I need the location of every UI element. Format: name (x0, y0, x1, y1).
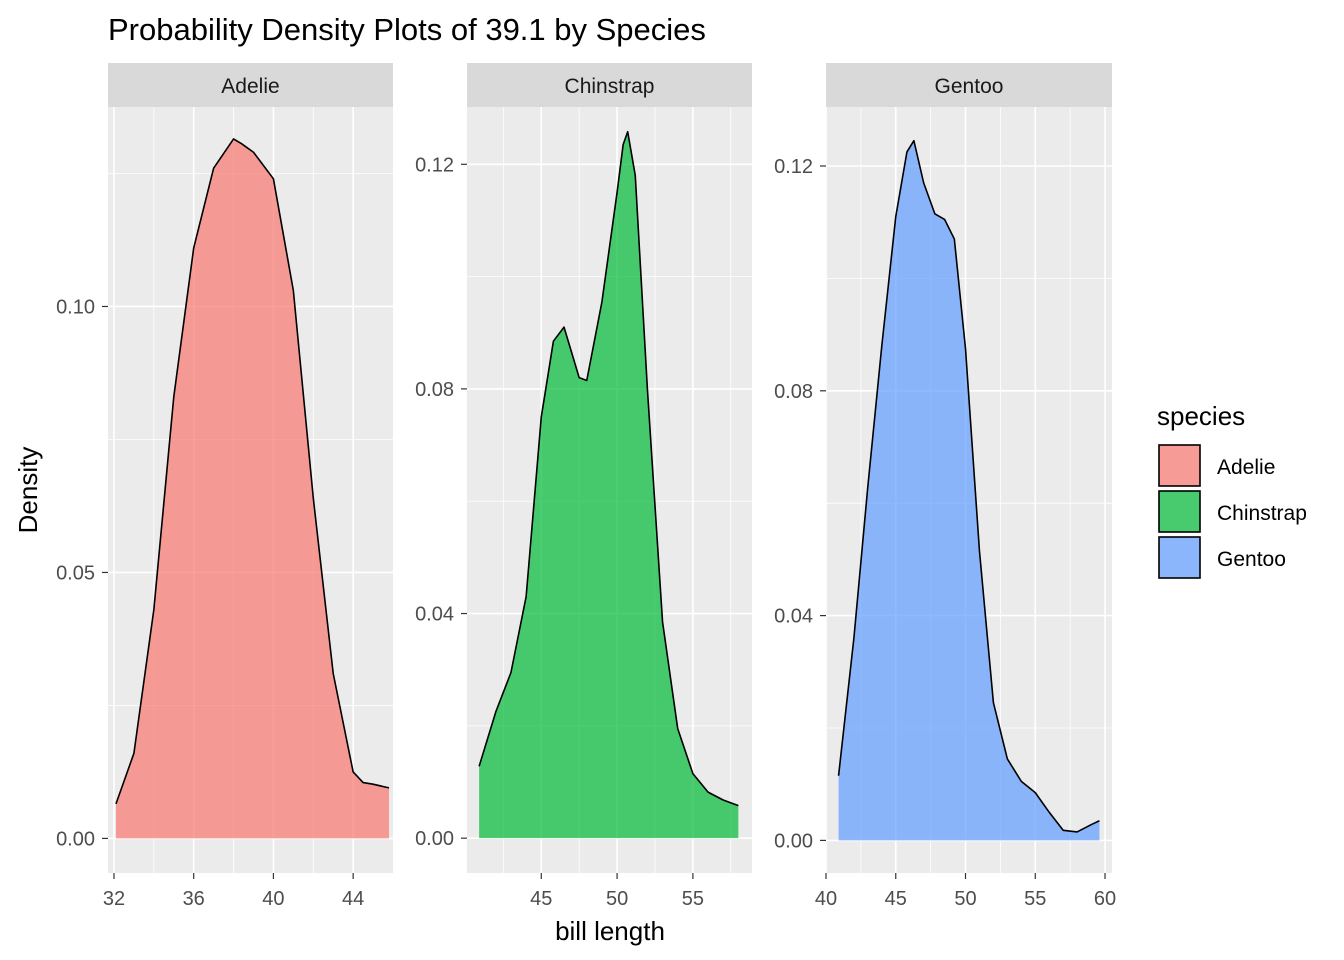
x-tick-label: 45 (530, 888, 552, 910)
x-tick-label: 32 (103, 888, 125, 910)
facet-strip (108, 63, 393, 107)
y-tick-label: 0.00 (774, 830, 813, 852)
x-tick-label: 40 (815, 888, 837, 910)
x-tick-label: 36 (183, 888, 205, 910)
x-tick-label: 50 (606, 888, 628, 910)
density-outline-adelie (115, 138, 390, 805)
facet-strip-label: Adelie (221, 75, 279, 98)
x-tick-label: 55 (1024, 888, 1046, 910)
y-tick-label: 0.04 (774, 606, 813, 628)
density-outline-chinstrap (478, 130, 739, 807)
facet-strip (467, 63, 752, 107)
y-tick-label: 0.00 (415, 828, 454, 850)
legend-title: species (1157, 401, 1245, 431)
x-tick-label: 40 (262, 888, 284, 910)
y-axis-title: Density (13, 447, 43, 534)
legend: species Adelie Chinstrap Gentoo (1157, 401, 1307, 579)
legend-label-gentoo: Gentoo (1217, 548, 1286, 571)
y-tick-label: 0.05 (56, 562, 95, 584)
x-tick-label: 55 (682, 888, 704, 910)
legend-label-chinstrap: Chinstrap (1217, 502, 1307, 525)
density-outline-gentoo (837, 139, 1100, 833)
panel-chinstrap: Chinstrap 45 50 55 0.00 0.04 0.08 0.12 (415, 63, 752, 910)
y-tick-label: 0.00 (56, 828, 95, 850)
panel-gentoo: Gentoo 40 45 50 55 60 0.00 0.04 0.08 0.12 (774, 63, 1116, 910)
y-tick-label: 0.12 (415, 154, 454, 176)
facet-strip (826, 63, 1112, 107)
y-tick-label: 0.04 (415, 604, 454, 626)
legend-label-adelie: Adelie (1217, 456, 1275, 479)
x-tick-label: 44 (342, 888, 364, 910)
x-axis-title: bill length (555, 916, 665, 946)
x-tick-label: 50 (954, 888, 976, 910)
x-tick-label: 45 (885, 888, 907, 910)
facet-strip-label: Gentoo (935, 75, 1004, 98)
y-tick-label: 0.08 (415, 379, 454, 401)
density-area-adelie (115, 138, 390, 839)
chart-title: Probability Density Plots of 39.1 by Spe… (108, 12, 706, 47)
y-tick-label: 0.12 (774, 156, 813, 178)
legend-key-gentoo (1158, 536, 1201, 579)
facet-strip-label: Chinstrap (565, 75, 655, 98)
legend-key-adelie (1158, 444, 1201, 487)
facet-panels: Adelie 32 36 40 44 0.00 0.05 0.10 Chinstrap 45 50 5… (56, 63, 1116, 910)
y-tick-label: 0.08 (774, 381, 813, 403)
density-area-gentoo (838, 140, 1100, 841)
density-area-chinstrap (479, 131, 739, 839)
x-tick-label: 60 (1094, 888, 1116, 910)
legend-key-chinstrap (1158, 490, 1201, 533)
panel-adelie: Adelie 32 36 40 44 0.00 0.05 0.10 (56, 63, 393, 910)
y-tick-label: 0.10 (56, 296, 95, 318)
